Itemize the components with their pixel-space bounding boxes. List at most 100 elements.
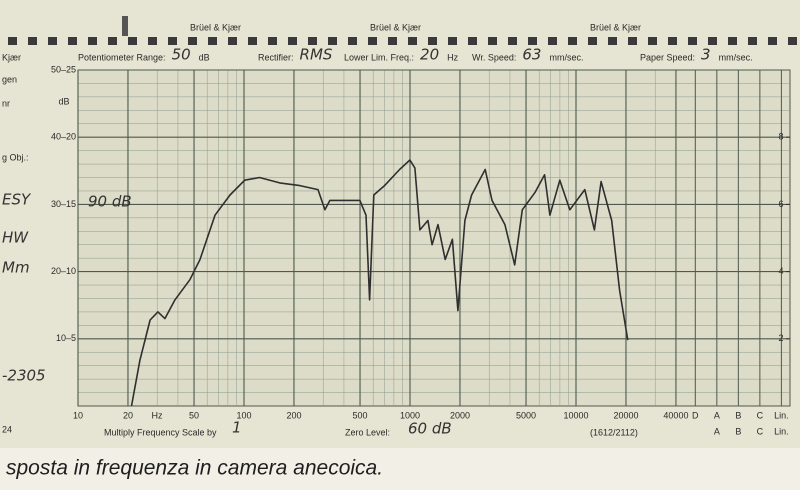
y2-tick-label: 4 (778, 266, 783, 276)
sprocket (588, 37, 597, 45)
sprocket (488, 37, 497, 45)
sprocket (388, 37, 397, 45)
x-unit-label: Hz (152, 410, 163, 420)
x-tick-label: 10000 (563, 410, 588, 420)
x-tick-label: 100 (236, 410, 251, 420)
code-label: (1612/2112) (590, 427, 638, 437)
filter-label-lower: C (757, 426, 764, 436)
multiply-label: Multiply Frequency Scale by (104, 427, 217, 437)
sprocket (368, 37, 377, 45)
margin-note: nr (2, 98, 10, 108)
brand-name: Brüel & Kjær (370, 22, 421, 32)
x-tick-label: 1000 (400, 410, 420, 420)
margin-note: gen (2, 74, 17, 84)
y2-tick-label: 6 (778, 199, 783, 209)
sprocket (168, 37, 177, 45)
annotation: 90 dB (88, 193, 132, 211)
margin-note: Mm (2, 259, 30, 277)
sprocket (688, 37, 697, 45)
y-tick-label: 10–5 (56, 333, 76, 343)
response-line (130, 159, 629, 407)
setting-unit: mm/sec. (719, 52, 753, 62)
sprocket (228, 37, 237, 45)
sprocket (68, 37, 77, 45)
sprocket (608, 37, 617, 45)
y-tick-label: 40–20 (51, 132, 76, 142)
margin-note: 24 (2, 424, 12, 434)
sprocket (348, 37, 357, 45)
filter-label: A (714, 410, 720, 420)
y-tick-label: 20–10 (51, 266, 76, 276)
setting-unit: Hz (447, 52, 458, 62)
sprocket (768, 37, 777, 45)
x-tick-label: 5000 (516, 410, 536, 420)
sprocket (128, 37, 137, 45)
x-tick-label: 500 (353, 410, 368, 420)
sprocket (668, 37, 677, 45)
sprocket (88, 37, 97, 45)
sprocket (28, 37, 37, 45)
sprocket (468, 37, 477, 45)
setting-value: 50 (172, 46, 191, 64)
x-tick-label: 50 (189, 410, 199, 420)
y-tick-label: 50–25 (51, 64, 76, 74)
sprocket (408, 37, 417, 45)
margin-note: Kjær (2, 52, 21, 62)
x-tick-label: 40000 (663, 410, 688, 420)
filter-label-lower: Lin. (774, 426, 789, 436)
setting-label: Wr. Speed: (472, 52, 516, 62)
setting-label: Potentiometer Range: (78, 52, 166, 62)
y-unit-label: dB (58, 96, 69, 106)
margin-note: g Obj.: (2, 152, 29, 162)
filter-label: Lin. (774, 410, 789, 420)
zero-value: 60 dB (408, 420, 452, 438)
sprocket (48, 37, 57, 45)
margin-note: ESY (2, 191, 32, 209)
x-tick-label: 2000 (450, 410, 470, 420)
x-tick-label: 20 (123, 410, 133, 420)
sprocket (428, 37, 437, 45)
sprocket (548, 37, 557, 45)
x-tick-label: 10 (73, 410, 83, 420)
zero-label: Zero Level: (345, 427, 390, 437)
y-tick-label: 30–15 (51, 199, 76, 209)
setting-value: 20 (420, 46, 439, 64)
margin-note: -2305 (2, 367, 46, 385)
setting-unit: mm/sec. (549, 52, 583, 62)
sprocket (268, 37, 277, 45)
setting-label: Paper Speed: (640, 52, 695, 62)
y2-tick-label: 2 (778, 333, 783, 343)
filter-label: C (757, 410, 764, 420)
margin-note: HW (2, 229, 29, 247)
setting-value: 3 (701, 46, 711, 64)
setting-label: Lower Lim. Freq.: (344, 52, 414, 62)
sprocket (788, 37, 797, 45)
multiply-value: 1 (232, 419, 242, 437)
filter-label-lower: A (714, 426, 720, 436)
chart-layer: Brüel & Kjær Brüel & Kjær Brüel & Kjær Pote… (2, 22, 789, 437)
x-tick-label: 200 (286, 410, 301, 420)
x-tick-label: 20000 (613, 410, 638, 420)
sprocket (508, 37, 517, 45)
setting-label: Rectifier: (258, 52, 294, 62)
sprocket (148, 37, 157, 45)
sprocket (628, 37, 637, 45)
sprocket (208, 37, 217, 45)
filter-label: D (692, 410, 699, 420)
sprocket (648, 37, 657, 45)
setting-value: 63 (522, 46, 541, 64)
grid (77, 69, 790, 406)
sprocket (8, 37, 17, 45)
sprocket (708, 37, 717, 45)
filter-label: B (735, 410, 741, 420)
sprocket (248, 37, 257, 45)
filter-label-lower: B (735, 426, 741, 436)
sprocket (328, 37, 337, 45)
brand-name: Brüel & Kjær (190, 22, 241, 32)
sprocket (108, 37, 117, 45)
sprocket (288, 37, 297, 45)
sprocket-holes (8, 16, 797, 45)
sprocket (728, 37, 737, 45)
brand-name: Brüel & Kjær (590, 22, 641, 32)
